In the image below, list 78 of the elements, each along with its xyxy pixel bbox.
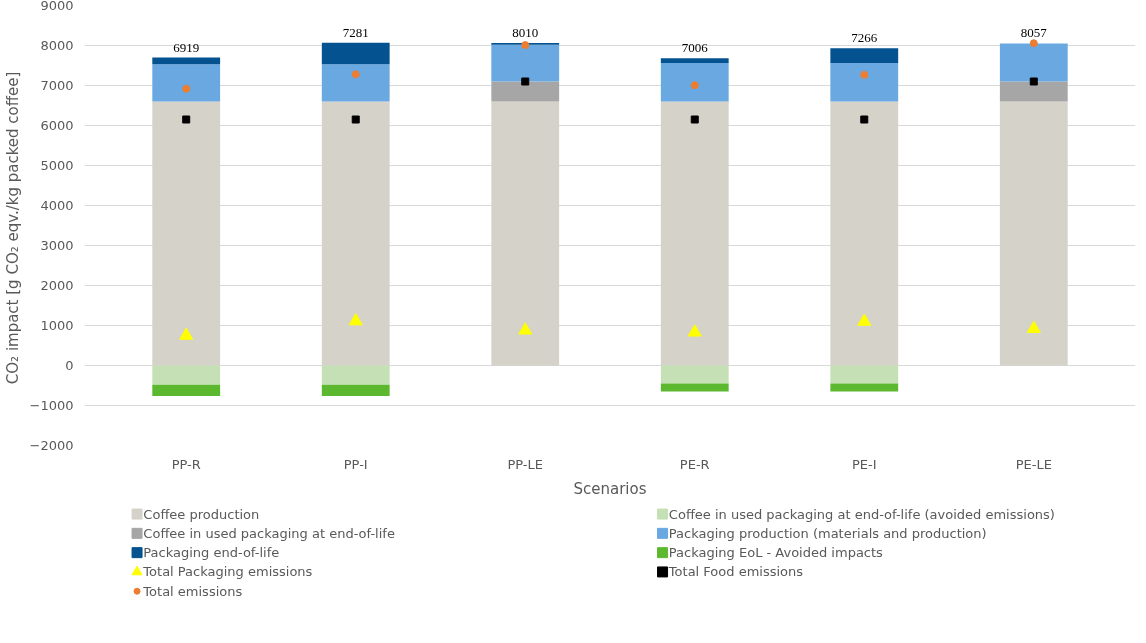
legend-label: Packaging end-of-life: [143, 545, 280, 561]
point: [179, 327, 194, 340]
bar: [321, 101, 390, 366]
y-tick-label: 2000: [40, 278, 74, 293]
point: [687, 324, 702, 337]
legend-label: Total Packaging emissions: [142, 564, 313, 580]
x-tick-label: PE-LE: [1015, 456, 1052, 472]
y-tick-label: 9000: [40, 0, 74, 13]
point: [351, 70, 360, 79]
bar: [660, 58, 729, 64]
bar: [830, 365, 899, 384]
data-label: 6919: [173, 39, 200, 55]
point: [1029, 77, 1038, 86]
data-label: 7281: [342, 24, 369, 40]
x-tick-label: PP-LE: [507, 456, 544, 472]
data-label: 8010: [512, 25, 539, 41]
bar: [999, 101, 1068, 366]
bar: [999, 43, 1068, 82]
bar: [321, 42, 390, 65]
legend-label: Coffee in used packaging at end-of-life: [143, 525, 395, 541]
y-tick-label: 3000: [40, 238, 74, 253]
y-tick-label: −2000: [29, 438, 74, 453]
point: [690, 81, 699, 90]
point: [857, 313, 872, 326]
bar: [152, 384, 221, 396]
point: [182, 84, 191, 93]
x-tick-label: PE-R: [679, 456, 710, 472]
legend-label: Packaging EoL - Avoided impacts: [668, 545, 884, 561]
y-tick-label: −1000: [29, 398, 74, 413]
bar: [999, 81, 1068, 102]
bar: [152, 101, 221, 366]
point: [348, 313, 363, 326]
y-tick-label: 8000: [40, 38, 74, 53]
x-axis-title: Scenarios: [573, 479, 647, 498]
y-axis-title: CO₂ impact [g CO₂ eqv./kg packed coffee]: [3, 71, 22, 385]
point: [351, 115, 360, 124]
bar: [830, 63, 899, 102]
point: [860, 115, 869, 124]
y-tick-label: 5000: [40, 158, 74, 173]
bar: [830, 101, 899, 366]
x-tick-label: PP-R: [171, 456, 201, 472]
bar: [660, 63, 729, 102]
x-tick-label: PE-I: [851, 456, 877, 472]
bar: [660, 101, 729, 366]
bar: [321, 64, 390, 102]
y-tick-label: 0: [65, 358, 74, 373]
bar: [660, 383, 729, 392]
bar: [830, 383, 899, 392]
data-label: 7006: [681, 40, 709, 56]
point: [518, 322, 533, 335]
bar: [321, 384, 390, 396]
bar: [660, 365, 729, 384]
x-tick-label: PP-I: [343, 456, 368, 472]
y-tick-label: 1000: [40, 318, 74, 333]
y-tick-label: 6000: [40, 118, 74, 133]
point: [1026, 320, 1041, 333]
legend-label: Packaging production (materials and production): [668, 525, 987, 541]
legend-label: Total Food emissions: [667, 564, 804, 580]
bar: [152, 64, 221, 102]
bar: [491, 81, 560, 102]
bar: [321, 365, 390, 385]
point: [860, 70, 869, 79]
bar: [491, 101, 560, 366]
point: [690, 115, 699, 124]
y-tick-label: 7000: [40, 78, 74, 93]
bar: [830, 48, 899, 64]
data-label: 8057: [1020, 25, 1048, 41]
point: [521, 77, 530, 86]
data-label: 7266: [851, 30, 878, 46]
point: [521, 41, 530, 50]
point: [1029, 39, 1038, 48]
legend-label: Total emissions: [142, 583, 243, 599]
legend-label: Coffee in used packaging at end-of-life (avoided emissions): [668, 506, 1055, 522]
bar: [152, 365, 221, 385]
bar: [491, 44, 560, 82]
legend-label: Coffee production: [143, 506, 260, 522]
y-tick-label: 4000: [40, 198, 74, 213]
point: [182, 115, 191, 124]
